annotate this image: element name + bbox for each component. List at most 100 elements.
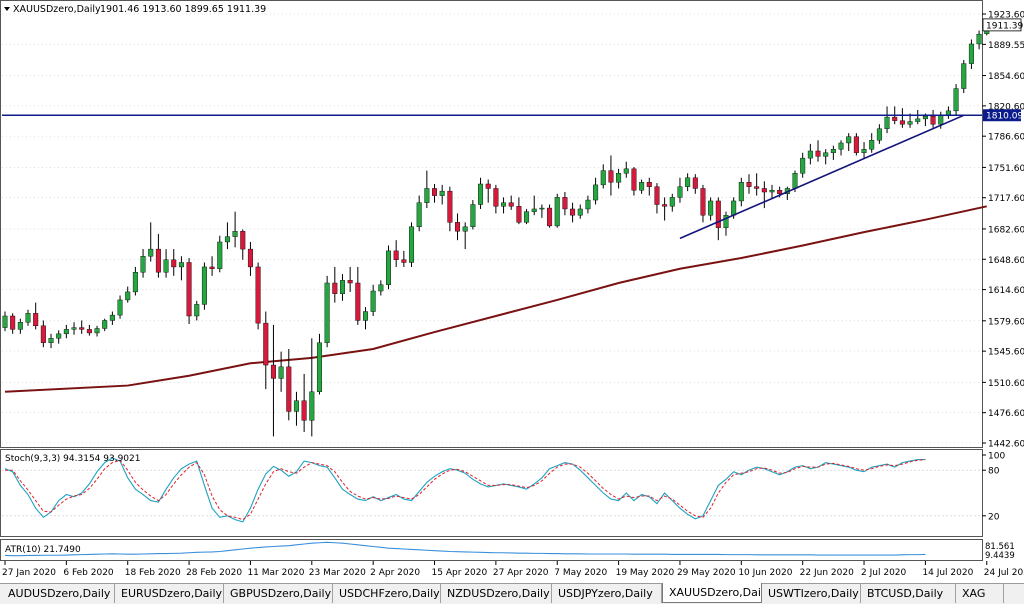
candle bbox=[409, 222, 415, 267]
candle-body bbox=[508, 202, 514, 207]
time-tick-label: 18 Feb 2020 bbox=[125, 568, 181, 578]
candle-body bbox=[861, 149, 867, 153]
symbol-tab[interactable]: USDCHFzero,Daily bbox=[333, 584, 441, 603]
candle-body bbox=[224, 236, 230, 243]
candle-body bbox=[953, 88, 959, 112]
symbol-tab[interactable]: XAG bbox=[956, 584, 1004, 603]
candle bbox=[677, 177, 683, 203]
symbol-tab[interactable]: NZDUSDzero,Daily bbox=[441, 584, 552, 603]
candle-body bbox=[531, 208, 537, 212]
candle bbox=[646, 177, 652, 196]
candle-body bbox=[270, 364, 276, 379]
current-price-tag bbox=[982, 18, 1022, 32]
candle-body bbox=[217, 241, 223, 269]
candle-body bbox=[869, 140, 875, 150]
candle-body bbox=[416, 202, 422, 228]
trendline[interactable] bbox=[679, 114, 965, 240]
candle bbox=[224, 222, 230, 250]
stoch-tick-label: 80 bbox=[988, 467, 1000, 477]
symbol-tab[interactable]: USDJPYzero,Daily bbox=[552, 584, 662, 603]
atr-label: ATR(10) 21.7490 bbox=[5, 545, 81, 555]
chart-symbol-label: XAUUSDzero,Daily bbox=[13, 4, 101, 15]
candle bbox=[876, 124, 882, 144]
candle bbox=[800, 152, 806, 178]
candle-body bbox=[278, 366, 284, 379]
time-tick-label: 19 May 2020 bbox=[616, 568, 675, 578]
candle bbox=[332, 266, 338, 303]
candle-body bbox=[884, 116, 890, 129]
candle bbox=[639, 179, 645, 194]
candle-body bbox=[662, 204, 668, 207]
candle bbox=[148, 222, 154, 262]
symbol-tab[interactable]: AUDUSDzero,Daily bbox=[2, 584, 115, 603]
time-tick-label: 29 May 2020 bbox=[677, 568, 736, 578]
candle bbox=[723, 211, 729, 236]
candle bbox=[278, 351, 284, 392]
candle-body bbox=[63, 329, 69, 335]
candle bbox=[447, 186, 453, 232]
candle-body bbox=[608, 170, 614, 183]
candle bbox=[455, 213, 461, 241]
candle bbox=[616, 168, 622, 189]
candle-body bbox=[792, 173, 798, 189]
candle bbox=[654, 183, 660, 214]
candle-body bbox=[746, 182, 752, 187]
candle bbox=[209, 256, 215, 276]
symbol-tab[interactable]: BTCUSD,Daily bbox=[861, 584, 956, 603]
candle-body bbox=[715, 200, 721, 228]
symbol-tab[interactable]: XAUUSDzero,Daily bbox=[662, 583, 762, 603]
candle-body bbox=[807, 150, 813, 159]
candle bbox=[516, 197, 522, 225]
symbol-tab[interactable]: GBPUSDzero,Daily bbox=[224, 584, 333, 603]
candle bbox=[171, 249, 177, 276]
candle bbox=[163, 249, 169, 278]
candle bbox=[692, 174, 698, 194]
candle bbox=[470, 200, 476, 230]
candle bbox=[738, 177, 744, 207]
candle-body bbox=[899, 120, 905, 125]
candle-body bbox=[447, 190, 453, 223]
candle-body bbox=[708, 200, 714, 216]
candle-body bbox=[593, 184, 599, 201]
dropdown-triangle-icon[interactable] bbox=[4, 7, 10, 11]
candle-body bbox=[293, 400, 299, 412]
time-tick-label: 7 May 2020 bbox=[554, 568, 607, 578]
price-tick-label: 1786.60 bbox=[988, 133, 1024, 143]
candle-body bbox=[309, 391, 315, 421]
candle-body bbox=[56, 333, 62, 339]
candle-body bbox=[232, 231, 238, 237]
candle bbox=[155, 233, 161, 278]
time-tick-label: 2 Apr 2020 bbox=[370, 568, 420, 578]
candle-body bbox=[524, 211, 530, 223]
candle bbox=[600, 164, 606, 189]
candle bbox=[769, 184, 775, 200]
candle-body bbox=[171, 259, 177, 268]
candle-body bbox=[355, 282, 361, 321]
candle-body bbox=[339, 280, 345, 294]
symbol-tab[interactable]: USWTIzero,Daily bbox=[762, 584, 861, 603]
price-tick-label: 1614.60 bbox=[988, 286, 1024, 296]
level-price-tag bbox=[983, 109, 1021, 122]
candle bbox=[547, 204, 553, 228]
symbol-tab[interactable]: EURUSDzero,Daily bbox=[115, 584, 224, 603]
candle-body bbox=[838, 142, 844, 150]
time-tick-label: 27 Apr 2020 bbox=[493, 568, 549, 578]
candle bbox=[263, 311, 269, 390]
time-tick-label: 11 Mar 2020 bbox=[247, 568, 304, 578]
candle-body bbox=[876, 128, 882, 141]
candle-body bbox=[247, 248, 253, 268]
candle bbox=[915, 109, 921, 125]
candle-body bbox=[48, 338, 54, 343]
candle bbox=[976, 30, 982, 50]
candle-body bbox=[761, 188, 767, 193]
candle-body bbox=[186, 262, 192, 317]
candle bbox=[194, 300, 200, 321]
candle bbox=[462, 222, 468, 250]
price-tick-label: 1889.55 bbox=[988, 41, 1024, 51]
price-tick-label: 1545.60 bbox=[988, 348, 1024, 358]
candle-body bbox=[815, 150, 821, 157]
candle-body bbox=[485, 183, 491, 189]
candle bbox=[293, 391, 299, 426]
candle-body bbox=[930, 116, 936, 125]
